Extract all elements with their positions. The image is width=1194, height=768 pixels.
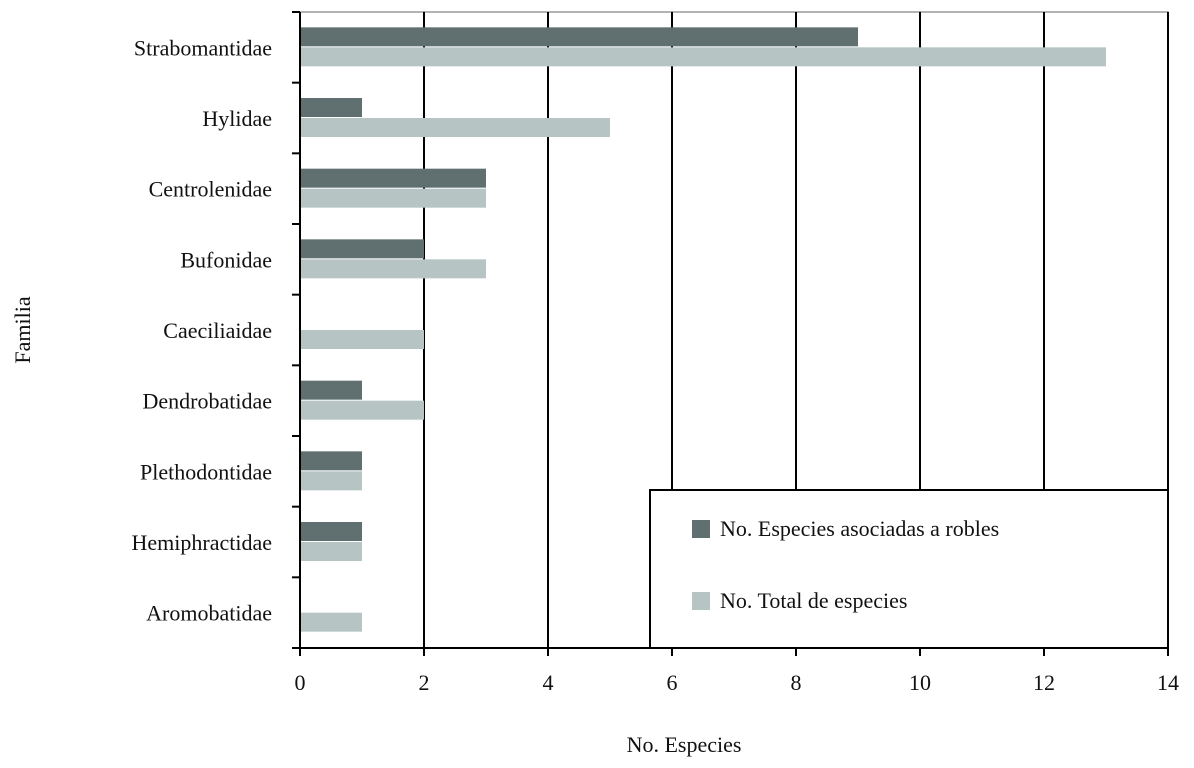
y-axis-title: Familia: [10, 296, 35, 363]
category-label: Caeciliaidae: [163, 318, 272, 343]
bar-bufonidae-series-2: [300, 259, 486, 278]
bar-hylidae-series-2: [300, 118, 610, 137]
category-label: Centrolenidae: [149, 177, 272, 202]
bar-strabomantidae-series-2: [300, 47, 1106, 66]
x-axis-title: No. Especies: [627, 732, 742, 757]
category-label: Hylidae: [202, 106, 272, 131]
bar-caeciliaidae-series-2: [300, 330, 424, 349]
legend-label-1: No. Especies asociadas a robles: [720, 516, 999, 541]
category-label: Plethodontidae: [140, 459, 272, 484]
category-label: Hemiphractidae: [132, 530, 273, 555]
bar-bufonidae-series-1: [300, 239, 424, 258]
bar-centrolenidae-series-1: [300, 169, 486, 188]
bar-dendrobatidae-series-2: [300, 401, 424, 420]
x-tick-label: 0: [295, 670, 306, 695]
legend-swatch-1: [692, 520, 710, 538]
x-tick-label: 12: [1033, 670, 1055, 695]
x-tick-label: 14: [1157, 670, 1179, 695]
bar-aromobatidae-series-2: [300, 613, 362, 632]
category-label: Strabomantidae: [134, 35, 272, 60]
legend: No. Especies asociadas a robles No. Total…: [650, 490, 1168, 648]
category-label: Aromobatidae: [146, 601, 272, 626]
bar-dendrobatidae-series-1: [300, 381, 362, 400]
x-tick-label: 4: [543, 670, 554, 695]
x-tick-label: 2: [419, 670, 430, 695]
bar-hylidae-series-1: [300, 98, 362, 117]
legend-swatch-2: [692, 592, 710, 610]
x-tick-label: 10: [909, 670, 931, 695]
x-tick-label: 6: [667, 670, 678, 695]
bar-centrolenidae-series-2: [300, 189, 486, 208]
bar-plethodontidae-series-1: [300, 451, 362, 470]
x-tick-label: 8: [791, 670, 802, 695]
bar-hemiphractidae-series-1: [300, 522, 362, 541]
category-label: Dendrobatidae: [143, 389, 273, 414]
legend-box: [650, 490, 1168, 648]
bar-plethodontidae-series-2: [300, 471, 362, 490]
bar-hemiphractidae-series-2: [300, 542, 362, 561]
category-label: Bufonidae: [180, 247, 272, 272]
legend-label-2: No. Total de especies: [720, 588, 907, 613]
bar-strabomantidae-series-1: [300, 27, 858, 46]
